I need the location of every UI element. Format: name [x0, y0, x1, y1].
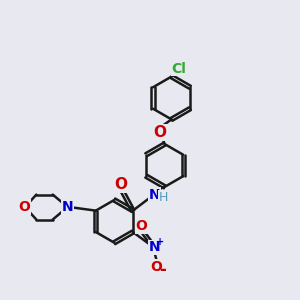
Text: O: O — [151, 260, 163, 274]
Text: O: O — [114, 177, 127, 192]
Text: -: - — [159, 261, 166, 279]
Text: Cl: Cl — [171, 61, 186, 76]
Text: O: O — [154, 125, 167, 140]
Text: N: N — [62, 200, 74, 214]
Text: O: O — [136, 219, 147, 233]
Text: H: H — [158, 191, 168, 204]
Text: O: O — [19, 200, 30, 214]
Text: N: N — [148, 188, 160, 202]
Text: +: + — [156, 237, 164, 247]
Text: N: N — [148, 241, 160, 254]
